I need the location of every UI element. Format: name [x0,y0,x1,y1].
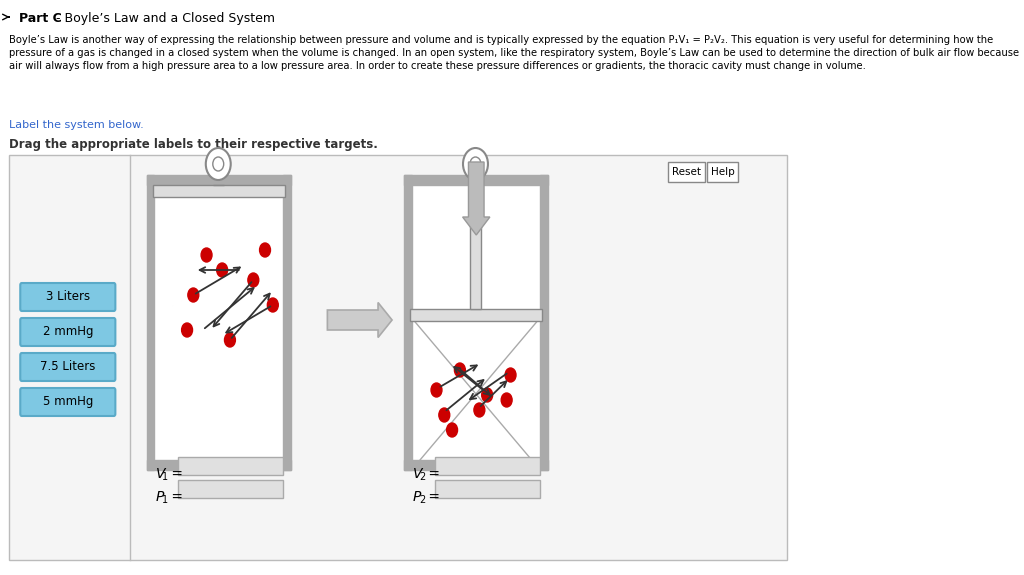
Text: 1: 1 [162,472,168,482]
Text: 7.5 Liters: 7.5 Liters [40,361,95,374]
Text: 1: 1 [162,495,168,505]
Circle shape [213,157,223,171]
Text: =: = [424,467,440,481]
FancyArrow shape [463,162,489,235]
Bar [9,155,787,560]
Bar [435,457,541,475]
Bar [435,480,541,498]
Bar [178,480,283,498]
Circle shape [224,333,236,347]
Text: Drag the appropriate labels to their respective targets.: Drag the appropriate labels to their res… [9,138,378,151]
Circle shape [181,323,193,337]
FancyArrow shape [328,302,392,338]
FancyBboxPatch shape [668,162,705,182]
Circle shape [431,383,442,397]
Circle shape [505,368,516,382]
Text: air will always flow from a high pressure area to a low pressure area. In order : air will always flow from a high pressur… [9,61,866,71]
FancyBboxPatch shape [20,388,116,416]
Circle shape [501,393,512,407]
Bar [153,185,285,197]
FancyBboxPatch shape [20,353,116,381]
Bar [410,309,542,321]
FancyBboxPatch shape [20,283,116,311]
Bar [412,185,541,460]
Text: pressure of a gas is changed in a closed system when the volume is changed. In a: pressure of a gas is changed in a closed… [9,48,1020,58]
Circle shape [446,423,458,437]
Bar [403,460,548,470]
Text: P: P [156,490,164,504]
Bar [403,175,548,185]
Text: 3 Liters: 3 Liters [46,290,90,304]
Circle shape [439,408,450,422]
Text: Help: Help [711,167,734,177]
Text: Reset: Reset [672,167,700,177]
Circle shape [474,403,484,417]
Circle shape [217,263,227,277]
Text: =: = [424,490,440,504]
Text: =: = [167,490,183,504]
Circle shape [463,148,488,180]
Text: V: V [413,467,423,481]
Circle shape [259,243,270,257]
Bar [403,175,412,470]
Bar [283,175,291,470]
Text: V: V [156,467,166,481]
Text: Label the system below.: Label the system below. [9,120,144,130]
Bar [155,185,283,460]
Circle shape [206,148,230,180]
Text: Boyle’s Law is another way of expressing the relationship between pressure and v: Boyle’s Law is another way of expressing… [9,35,993,45]
Circle shape [201,248,212,262]
Circle shape [267,298,279,312]
Bar [470,185,481,309]
Text: - Boyle’s Law and a Closed System: - Boyle’s Law and a Closed System [52,12,275,25]
FancyBboxPatch shape [20,318,116,346]
Bar [146,460,291,470]
Circle shape [470,157,481,171]
Circle shape [248,273,259,287]
Circle shape [481,388,493,402]
Text: 2: 2 [420,495,426,505]
Text: 2 mmHg: 2 mmHg [43,325,93,339]
Bar [541,175,548,470]
Bar [146,175,291,185]
Circle shape [455,363,465,377]
Text: Part C: Part C [19,12,62,25]
Circle shape [187,288,199,302]
FancyBboxPatch shape [707,162,738,182]
Text: 2: 2 [420,472,426,482]
Text: P: P [413,490,422,504]
Text: =: = [167,467,183,481]
Bar [178,457,283,475]
Bar [146,175,155,470]
Text: 5 mmHg: 5 mmHg [43,396,93,408]
